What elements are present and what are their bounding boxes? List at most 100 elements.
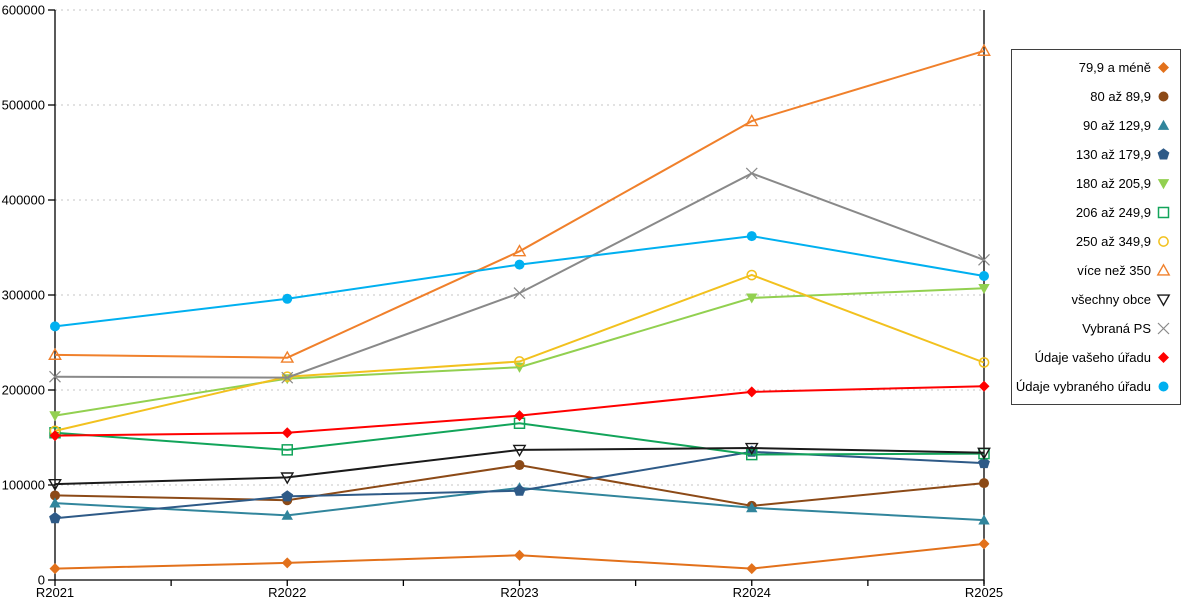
- data-point-marker[interactable]: [746, 448, 758, 461]
- series-8: [48, 43, 991, 363]
- data-point-marker[interactable]: [978, 538, 990, 550]
- data-point-marker[interactable]: [745, 167, 758, 180]
- legend-item[interactable]: Údaje vybraného úřadu: [1015, 379, 1171, 395]
- legend-item[interactable]: Údaje vašeho úřadu: [1018, 350, 1171, 366]
- legend-item-label: 180 až 205,9: [1075, 175, 1151, 191]
- data-point-marker[interactable]: [744, 114, 759, 127]
- data-point-marker[interactable]: [512, 244, 527, 257]
- y-tick-label: 300000: [2, 288, 45, 303]
- data-point-marker[interactable]: [978, 283, 990, 295]
- data-point-marker[interactable]: [979, 478, 989, 489]
- legend-item[interactable]: 180 až 205,9: [1018, 175, 1171, 191]
- data-point-marker[interactable]: [514, 549, 525, 561]
- data-point-marker[interactable]: [49, 512, 61, 524]
- data-point-marker[interactable]: [49, 497, 61, 508]
- series-5: [49, 283, 990, 422]
- series-12: [50, 231, 989, 332]
- data-point-marker[interactable]: [744, 442, 759, 456]
- legend-item-label: Údaje vašeho úřadu: [1034, 350, 1151, 366]
- data-point-marker[interactable]: [746, 269, 758, 281]
- data-point-marker[interactable]: [48, 478, 62, 492]
- data-point-marker[interactable]: [514, 259, 525, 270]
- data-point-marker[interactable]: [281, 427, 293, 439]
- data-point-marker[interactable]: [514, 356, 525, 367]
- data-point-marker[interactable]: [513, 287, 526, 300]
- triangle-down-open-icon: [1156, 294, 1171, 307]
- legend-item[interactable]: 80 až 89,9: [1018, 88, 1171, 104]
- chart-legend: 79,9 a méně 80 až 89,9 90 až 129,9 130 až 1…: [1011, 49, 1181, 405]
- legend-item-label: 206 až 249,9: [1075, 204, 1151, 220]
- data-point-marker[interactable]: [746, 502, 758, 513]
- diamond-filled-icon: [1158, 352, 1169, 364]
- y-tick-label: 0: [38, 573, 45, 588]
- data-point-marker[interactable]: [979, 271, 989, 281]
- data-point-marker[interactable]: [746, 563, 758, 575]
- data-point-marker[interactable]: [978, 253, 990, 266]
- data-point-marker[interactable]: [49, 411, 61, 422]
- data-point-marker[interactable]: [280, 472, 295, 485]
- data-point-marker[interactable]: [281, 509, 293, 520]
- triangle-up-open-icon: [1156, 263, 1171, 276]
- data-point-marker[interactable]: [49, 563, 61, 575]
- y-tick-label: 600000: [2, 3, 45, 18]
- data-point-marker[interactable]: [978, 357, 990, 368]
- data-point-marker[interactable]: [513, 484, 526, 496]
- data-point-marker[interactable]: [281, 490, 294, 502]
- data-point-marker[interactable]: [746, 386, 758, 398]
- data-point-marker[interactable]: [48, 347, 62, 360]
- legend-item-label: více než 350: [1077, 263, 1151, 279]
- pentagon-filled-icon: [1157, 148, 1170, 160]
- data-point-marker[interactable]: [49, 430, 61, 442]
- series-1: [49, 538, 990, 575]
- data-point-marker[interactable]: [281, 444, 293, 456]
- data-point-marker[interactable]: [977, 43, 991, 56]
- series-10: [49, 167, 990, 384]
- legend-item-label: Údaje vybraného úřadu: [1015, 379, 1151, 395]
- legend-item[interactable]: 250 až 349,9: [1018, 233, 1171, 249]
- legend-item-label: 130 až 179,9: [1075, 146, 1151, 162]
- legend-item[interactable]: 206 až 249,9: [1018, 204, 1171, 220]
- data-point-marker[interactable]: [280, 350, 295, 363]
- data-point-marker[interactable]: [281, 557, 293, 569]
- data-point-marker[interactable]: [512, 444, 527, 457]
- series-line: [54, 235, 985, 328]
- x-tick-label: R2022: [268, 585, 306, 600]
- series-line: [54, 49, 985, 359]
- series-9: [48, 442, 991, 492]
- data-point-marker[interactable]: [978, 456, 990, 469]
- data-point-marker[interactable]: [746, 293, 758, 304]
- x-tick-label: R2023: [500, 585, 538, 600]
- data-point-marker[interactable]: [282, 293, 293, 304]
- legend-item[interactable]: více než 350: [1018, 263, 1171, 279]
- series-line: [54, 446, 985, 486]
- data-point-marker[interactable]: [746, 231, 757, 242]
- legend-item-label: všechny obce: [1071, 292, 1152, 308]
- legend-item-label: 79,9 a méně: [1078, 59, 1151, 75]
- data-point-marker[interactable]: [281, 371, 294, 384]
- series-7: [49, 269, 990, 437]
- data-point-marker[interactable]: [977, 447, 991, 460]
- legend-item[interactable]: všechny obce: [1018, 292, 1171, 308]
- data-point-marker[interactable]: [978, 380, 990, 392]
- square-open-icon: [1157, 206, 1170, 219]
- legend-item[interactable]: 130 až 179,9: [1018, 146, 1171, 162]
- data-point-marker[interactable]: [514, 410, 525, 422]
- circle-filled-icon: [1158, 91, 1169, 102]
- legend-item[interactable]: Vybraná PS: [1018, 321, 1171, 337]
- legend-item-label: Vybraná PS: [1082, 321, 1151, 337]
- data-point-marker[interactable]: [978, 514, 990, 525]
- data-point-marker[interactable]: [49, 370, 61, 383]
- data-point-marker[interactable]: [514, 460, 525, 471]
- series-line: [54, 422, 985, 456]
- data-point-marker[interactable]: [50, 321, 60, 332]
- legend-item[interactable]: 79,9 a méně: [1018, 59, 1171, 75]
- legend-item[interactable]: 90 až 129,9: [1018, 117, 1171, 133]
- x-tick-label: R2024: [733, 585, 771, 600]
- x-tick-label: R2021: [36, 585, 74, 600]
- x-icon: [1157, 322, 1170, 335]
- series-line: [54, 287, 985, 417]
- x-tick-label: R2025: [965, 585, 1003, 600]
- diamond-filled-icon: [1158, 61, 1169, 73]
- data-point-marker[interactable]: [50, 490, 60, 501]
